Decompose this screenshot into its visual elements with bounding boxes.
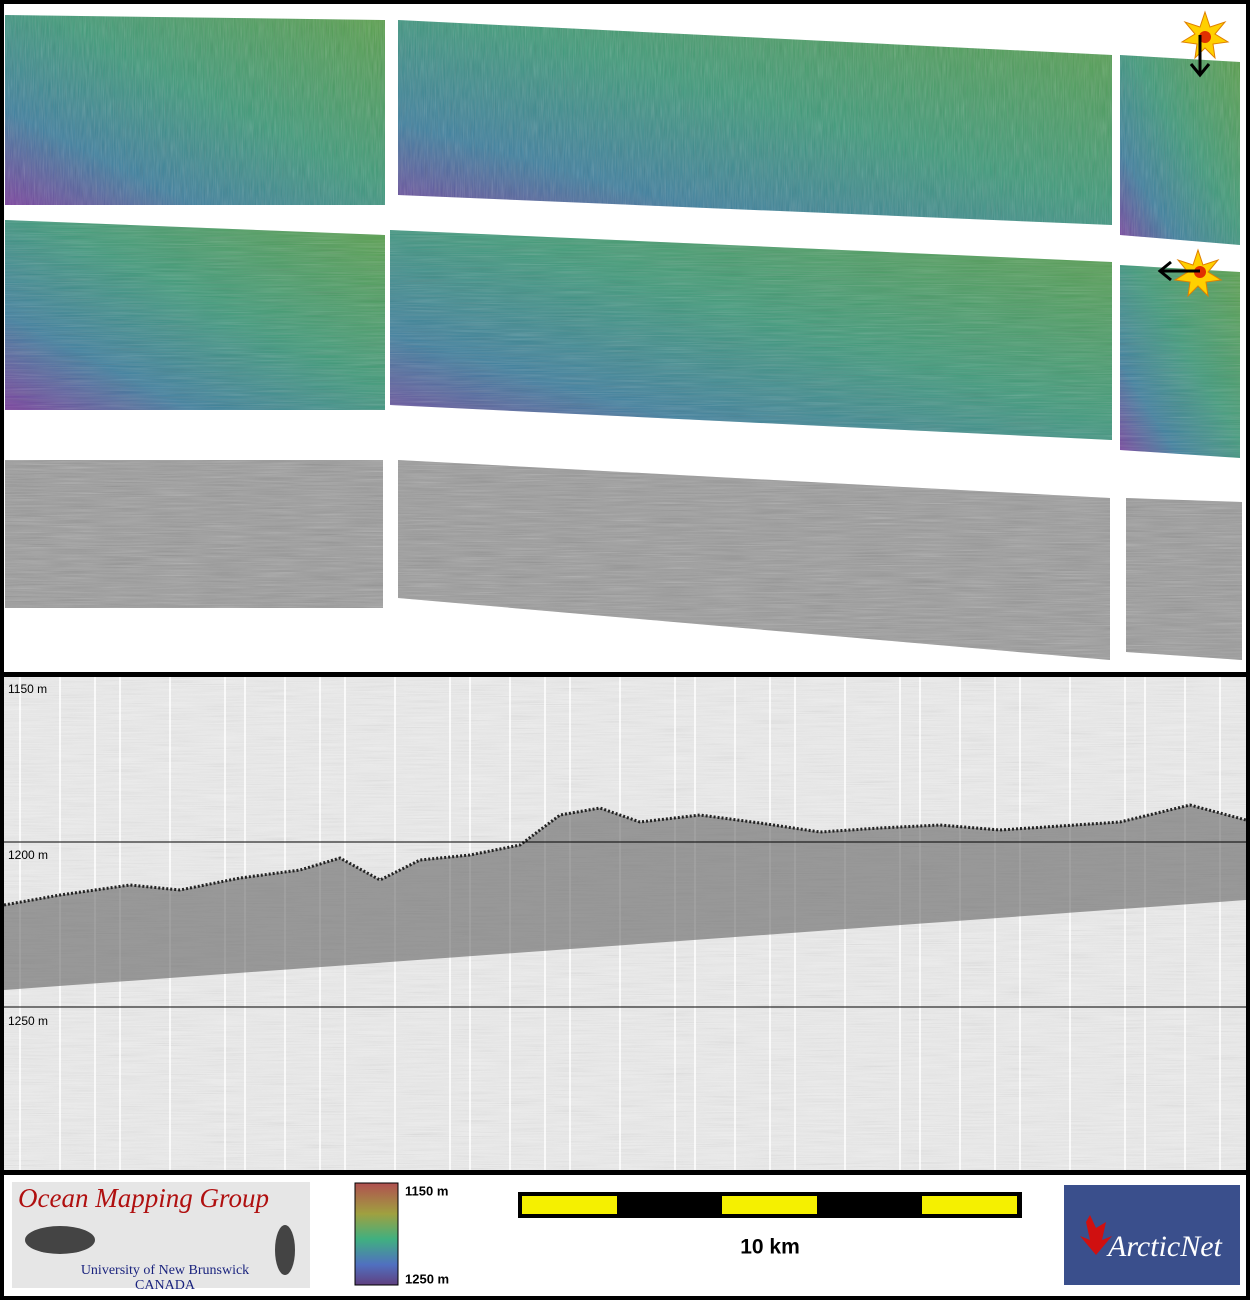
depth-label: 1150 m: [8, 682, 47, 696]
logo-country: CANADA: [135, 1278, 196, 1293]
swath-texture: [1120, 55, 1240, 245]
swath-texture: [1126, 498, 1242, 660]
sun-illumination-icon: [1157, 248, 1223, 298]
swath-texture: [398, 460, 1110, 660]
backscatter: [5, 460, 1242, 660]
depth-label: 1250 m: [8, 1014, 48, 1028]
swath-texture: [5, 220, 385, 410]
colorbar: [354, 1182, 399, 1286]
swath-texture: [390, 230, 1112, 440]
arcticnet-text: ArcticNet: [1106, 1230, 1223, 1263]
depth-label: 1200 m: [8, 848, 48, 862]
colorbar-label: 1150 m: [405, 1183, 448, 1198]
swath-texture: [5, 460, 383, 608]
seafloor-echo: [4, 805, 1246, 990]
maple-leaf: [1080, 1215, 1112, 1255]
swath-texture: [5, 15, 385, 205]
bathymetry-sun-east: [5, 220, 1240, 458]
scale-bar: [518, 1192, 1022, 1218]
sun-illumination-icon: [1180, 10, 1230, 78]
logo-graphic: [25, 1226, 95, 1254]
logo-university: University of New Brunswick: [81, 1263, 249, 1278]
logo-graphic: [275, 1225, 295, 1275]
swath-texture: [1120, 265, 1240, 458]
logo-title: Ocean Mapping Group: [18, 1183, 269, 1213]
swath-texture: [398, 20, 1112, 225]
colorbar-label: 1250 m: [405, 1271, 449, 1286]
seafloor-line: [3, 803, 1247, 907]
scale-label: 10 km: [740, 1236, 800, 1259]
bathymetry-sun-north: [5, 15, 1240, 245]
